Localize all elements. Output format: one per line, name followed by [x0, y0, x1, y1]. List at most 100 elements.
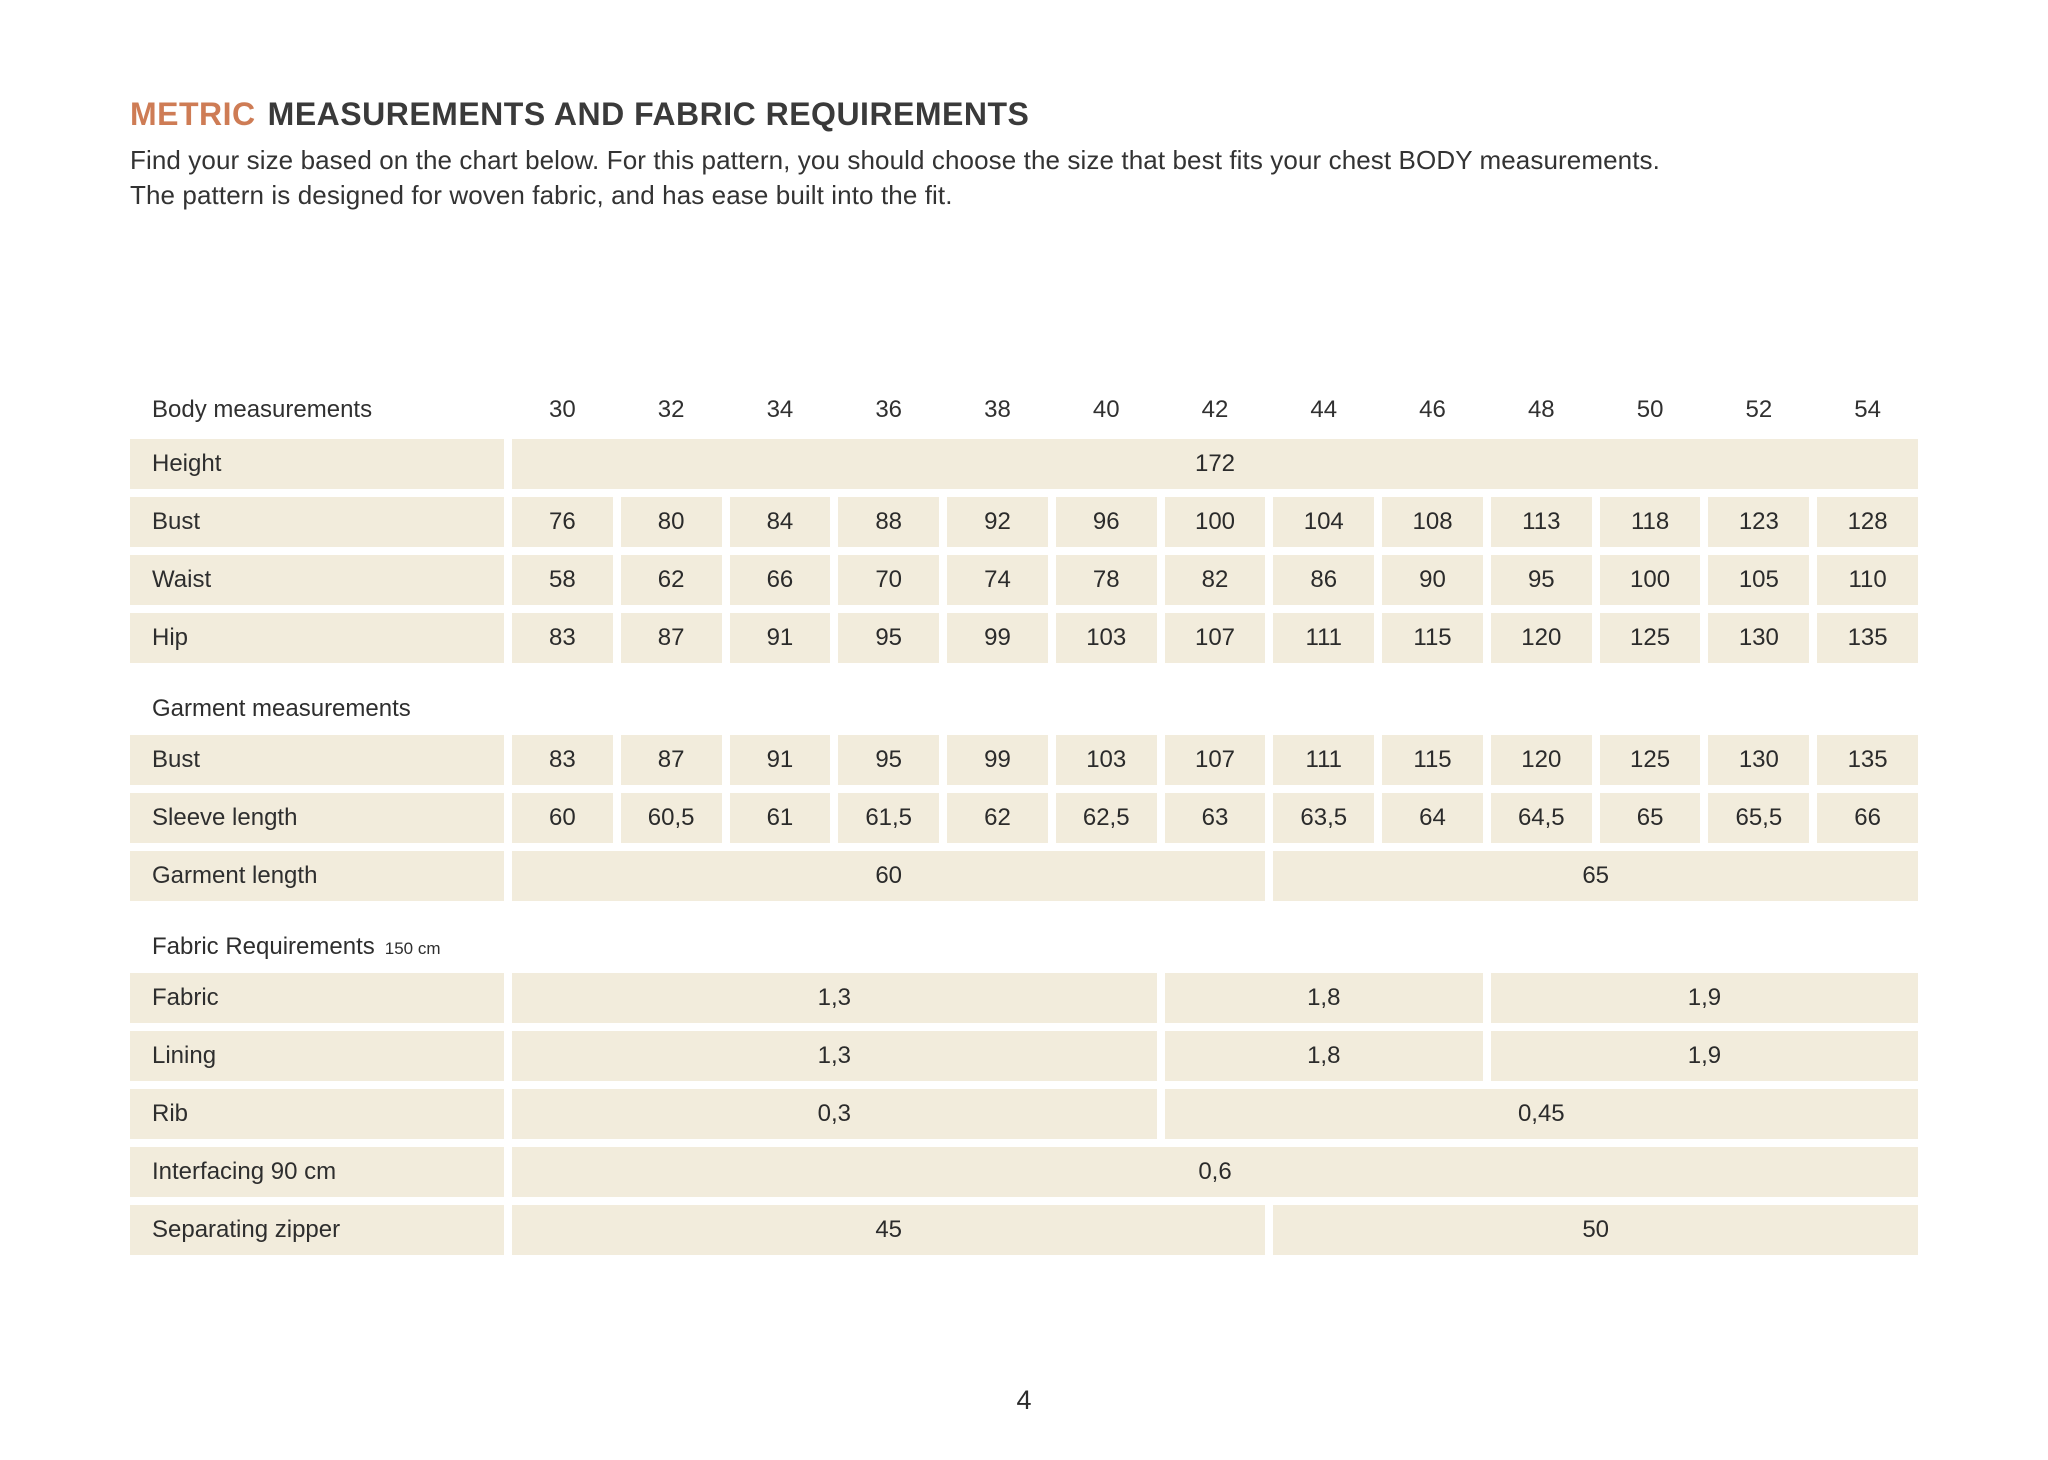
table-row: Separating zipper 45 50: [130, 1204, 1918, 1255]
row-label: Rib: [130, 1088, 504, 1139]
fabric-requirements-rows: Fabric 1,3 1,8 1,9 Lining 1,3 1,8 1,9 Rib 0,3 0,45…: [130, 972, 1918, 1255]
size-column-header: 54: [1854, 395, 1881, 423]
value-cell: 1,3: [512, 972, 1157, 1023]
value-cell: 45: [512, 1204, 1266, 1255]
row-label: Lining: [130, 1030, 504, 1081]
value-cell: 84: [729, 496, 831, 547]
value-cell: 130: [1708, 734, 1810, 785]
value-cell: 92: [947, 496, 1048, 547]
size-chart-table: Body measurements 30 32 34 36 38 40 42 44 46 48 50…: [130, 391, 1918, 1255]
size-column-header: 46: [1419, 395, 1446, 423]
value-cell: 103: [1055, 734, 1157, 785]
table-row: Fabric 1,3 1,8 1,9: [130, 972, 1918, 1023]
value-cell: 123: [1708, 496, 1810, 547]
value-cell: 172: [512, 438, 1918, 489]
value-cell: 60: [512, 792, 613, 843]
value-cell: 125: [1599, 612, 1701, 663]
value-cell: 62,5: [1055, 792, 1157, 843]
value-cell: 1,8: [1164, 972, 1483, 1023]
value-cell: 103: [1055, 612, 1157, 663]
value-cell: 74: [947, 554, 1048, 605]
table-row: Lining 1,3 1,8 1,9: [130, 1030, 1918, 1081]
value-cell: 61: [729, 792, 831, 843]
row-label: Bust: [130, 734, 504, 785]
row-label: Hip: [130, 612, 504, 663]
row-label: Fabric: [130, 972, 504, 1023]
garment-section-label: Garment measurements: [130, 675, 1918, 723]
value-cell: 64: [1382, 792, 1483, 843]
value-cell: 105: [1708, 554, 1810, 605]
table-row: Height 172: [130, 438, 1918, 489]
page-title-highlight: METRIC: [130, 96, 256, 132]
intro-line-1: Find your size based on the chart below.…: [130, 144, 1660, 175]
value-cell: 115: [1382, 734, 1483, 785]
row-label: Height: [130, 438, 504, 489]
value-cell: 58: [512, 554, 613, 605]
table-row: Waist 58 62 66 70 74 78 82 86 90 95 100 105 110: [130, 554, 1918, 605]
value-cell: 64,5: [1490, 792, 1592, 843]
size-column-header: 40: [1092, 395, 1120, 423]
value-cell: 66: [729, 554, 831, 605]
page-title: METRIC MEASUREMENTS AND FABRIC REQUIREMEN…: [130, 96, 1918, 133]
table-row: Bust 76 80 84 88 92 96 100 104 108 113 118 123 128: [130, 496, 1918, 547]
value-cell: 65: [1273, 850, 1918, 901]
value-cell: 87: [620, 734, 722, 785]
value-cell: 0,6: [512, 1146, 1918, 1197]
table-row: Sleeve length 60 60,5 61 61,5 62 62,5 63 63,5 64 6…: [130, 792, 1918, 843]
value-cell: 62: [947, 792, 1048, 843]
value-cell: 99: [947, 734, 1048, 785]
value-cell: 90: [1382, 554, 1483, 605]
value-cell: 88: [838, 496, 940, 547]
size-column-header: 52: [1745, 395, 1773, 423]
value-cell: 107: [1164, 612, 1266, 663]
row-label: Bust: [130, 496, 504, 547]
value-cell: 82: [1164, 554, 1266, 605]
value-cell: 1,3: [512, 1030, 1157, 1081]
value-cell: 110: [1817, 554, 1918, 605]
value-cell: 120: [1490, 734, 1592, 785]
value-cell: 107: [1164, 734, 1266, 785]
value-cell: 0,3: [512, 1088, 1157, 1139]
row-label: Sleeve length: [130, 792, 504, 843]
value-cell: 83: [512, 734, 613, 785]
row-label: Interfacing 90 cm: [130, 1146, 504, 1197]
value-cell: 111: [1273, 734, 1375, 785]
table-row: Interfacing 90 cm 0,6: [130, 1146, 1918, 1197]
value-cell: 120: [1490, 612, 1592, 663]
table-header-row: Body measurements 30 32 34 36 38 40 42 44 46 48 50…: [130, 391, 1918, 429]
value-cell: 1,9: [1490, 972, 1918, 1023]
size-column-header: 30: [549, 395, 576, 423]
value-cell: 100: [1599, 554, 1701, 605]
document-page: METRIC MEASUREMENTS AND FABRIC REQUIREMEN…: [130, 96, 1918, 1255]
value-cell: 91: [729, 734, 831, 785]
value-cell: 108: [1382, 496, 1483, 547]
intro-paragraph: Find your size based on the chart below.…: [130, 143, 1918, 213]
intro-line-2: The pattern is designed for woven fabric…: [130, 179, 953, 210]
size-column-header: 44: [1310, 395, 1338, 423]
size-column-header: 34: [766, 395, 794, 423]
garment-section-text: Garment measurements: [152, 694, 411, 722]
value-cell: 130: [1708, 612, 1810, 663]
value-cell: 95: [838, 612, 940, 663]
value-cell: 80: [620, 496, 722, 547]
value-cell: 0,45: [1164, 1088, 1918, 1139]
value-cell: 63: [1164, 792, 1266, 843]
value-cell: 65: [1599, 792, 1701, 843]
value-cell: 76: [512, 496, 613, 547]
value-cell: 66: [1817, 792, 1918, 843]
value-cell: 91: [729, 612, 831, 663]
row-label: Waist: [130, 554, 504, 605]
value-cell: 95: [1490, 554, 1592, 605]
fabric-section-suffix: 150 cm: [384, 938, 441, 958]
row-label: Separating zipper: [130, 1204, 504, 1255]
page-title-rest: MEASUREMENTS AND FABRIC REQUIREMENTS: [267, 96, 1030, 132]
page-number: 4: [1016, 1385, 1032, 1415]
value-cell: 70: [838, 554, 940, 605]
size-column-header: 48: [1527, 395, 1555, 423]
value-cell: 118: [1599, 496, 1701, 547]
size-column-header: 36: [875, 395, 903, 423]
body-measurements-rows: Height 172 Bust 76 80 84 88 92 96 100 104 108 113 118…: [130, 438, 1918, 663]
garment-measurements-rows: Bust 83 87 91 95 99 103 107 111 115 120 125 130 135 Sl…: [130, 734, 1918, 901]
value-cell: 60,5: [620, 792, 722, 843]
value-cell: 1,9: [1490, 1030, 1918, 1081]
